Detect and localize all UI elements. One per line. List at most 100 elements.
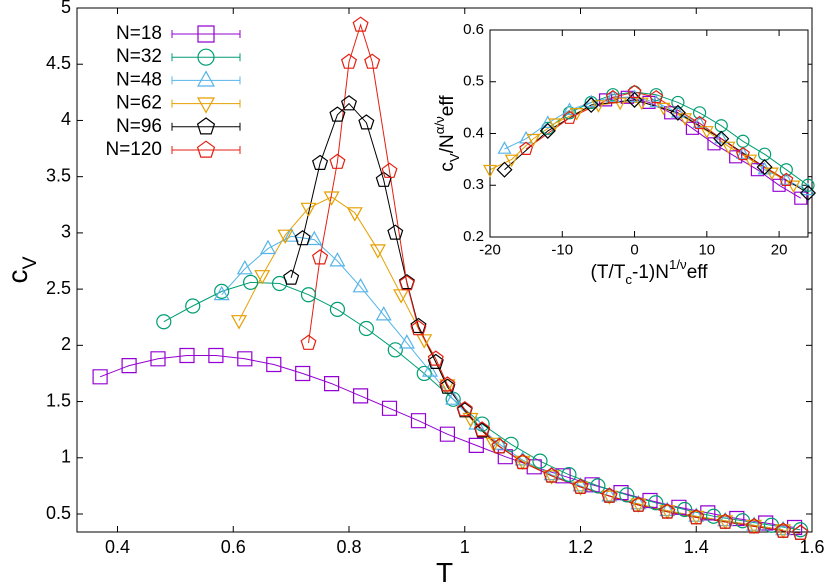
marker (358, 114, 375, 130)
legend-marker (196, 70, 216, 87)
marker (514, 455, 531, 471)
marker (743, 154, 758, 168)
x-tick-label: -10 (551, 241, 573, 258)
marker (746, 519, 763, 535)
marker (259, 239, 277, 255)
marker (92, 369, 108, 385)
marker (775, 520, 792, 536)
marker (735, 146, 751, 159)
marker (213, 285, 230, 301)
marker (707, 137, 721, 151)
marker (750, 163, 765, 177)
x-tick-label: 10 (698, 241, 715, 258)
marker (713, 130, 730, 147)
y-tick-label: 0.5 (463, 73, 484, 90)
x-tick-label: 0 (630, 241, 638, 258)
y-tick-label: 4 (61, 109, 71, 129)
marker (369, 244, 386, 259)
marker (717, 511, 734, 527)
marker (485, 437, 502, 453)
marker (340, 95, 358, 111)
marker (352, 16, 369, 32)
y-tick-label: 3 (61, 222, 71, 242)
plot-border (76, 7, 813, 533)
label-part: V (19, 256, 41, 269)
marker (572, 478, 589, 494)
marker (630, 496, 647, 512)
y-tick-label: 5 (61, 0, 71, 17)
label-part: α/ν (432, 116, 447, 134)
marker (496, 161, 513, 178)
marker (801, 178, 815, 192)
marker (717, 515, 734, 530)
marker (243, 274, 259, 290)
marker (266, 356, 282, 373)
marker (300, 287, 317, 303)
marker (329, 252, 346, 267)
marker (547, 118, 563, 132)
marker (659, 501, 676, 517)
marker (562, 106, 577, 120)
y-tick-label: 1.5 (46, 390, 71, 410)
x-tick-label: 1.2 (568, 537, 593, 557)
marker (692, 115, 707, 130)
legend-label: N=120 (105, 139, 162, 160)
marker (421, 362, 439, 377)
legend-label: N=62 (116, 93, 162, 114)
marker (236, 259, 253, 275)
marker (539, 122, 556, 139)
marker (543, 467, 560, 483)
marker (121, 358, 137, 374)
marker (329, 106, 346, 122)
marker (456, 402, 473, 418)
marker (491, 438, 508, 454)
marker (714, 130, 729, 144)
label-part: c (625, 272, 632, 287)
marker (543, 470, 560, 485)
marker (353, 388, 369, 404)
marker (648, 495, 664, 511)
marker (613, 97, 628, 111)
marker (590, 478, 606, 494)
label-part: (T/T (591, 262, 626, 283)
marker (605, 89, 620, 104)
marker (283, 227, 300, 242)
y-tick-label: 0.3 (463, 176, 484, 193)
marker (156, 314, 172, 330)
marker (656, 102, 671, 116)
label-part: c (437, 162, 458, 172)
plot-area (490, 30, 808, 237)
marker (504, 154, 519, 168)
marker (427, 350, 444, 366)
marker (311, 154, 329, 170)
marker (792, 524, 809, 541)
marker (601, 487, 618, 503)
marker (393, 289, 410, 304)
marker (230, 315, 248, 330)
marker (323, 191, 340, 206)
x-axis-label: T (436, 558, 453, 585)
marker (254, 270, 271, 285)
label-part: V (447, 153, 462, 162)
marker (497, 141, 512, 154)
marker (456, 400, 473, 417)
marker (671, 95, 685, 110)
marker (583, 96, 600, 114)
y-tick-label: 0.5 (46, 503, 71, 523)
y-tick-label: 3.5 (46, 165, 71, 185)
marker (329, 153, 346, 169)
marker (677, 501, 693, 518)
marker (746, 516, 763, 531)
marker (692, 115, 707, 129)
marker (329, 301, 346, 317)
marker (381, 162, 398, 178)
marker (688, 507, 705, 522)
marker (468, 437, 484, 453)
marker (387, 342, 403, 358)
marker (619, 487, 635, 503)
marker (439, 426, 455, 442)
legend-marker (197, 25, 215, 43)
marker (746, 517, 763, 534)
plot-border (489, 29, 809, 238)
